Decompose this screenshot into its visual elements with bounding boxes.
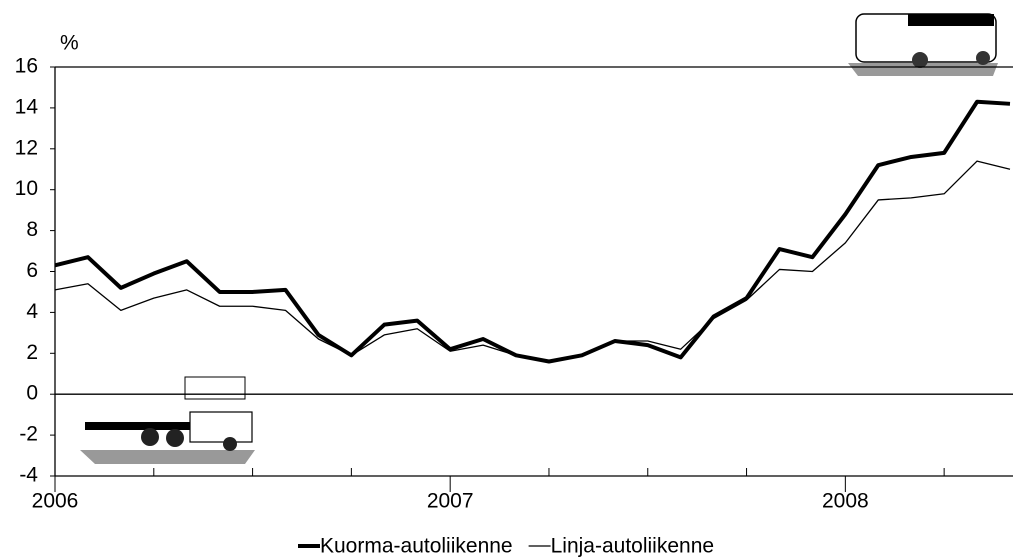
y-tick-label: 8 [26,218,38,241]
x-tick-label: 2006 [32,490,79,513]
y-tick-label: 0 [26,382,38,405]
y-tick-label: 6 [26,259,38,282]
chart: % -4 -2 0 2 4 6 8 10 12 14 16 2006 2007 2008 Kuorma-au… [0,0,1013,559]
data-line [55,102,1010,362]
y-tick-label: 12 [15,136,38,159]
y-tick-label: 10 [15,177,38,200]
y-tick-label: -2 [19,423,38,446]
data-line [55,161,1010,361]
x-tick-label: 2007 [427,490,474,513]
truck-icon [80,377,255,464]
y-unit: % [60,32,79,55]
y-tick-label: 4 [26,300,38,323]
y-tick-label: -4 [19,464,38,487]
x-tick-label: 2008 [822,490,869,513]
y-tick-label: 14 [15,95,39,118]
legend-label: Kuorma-autoliikenne [320,535,513,558]
y-tick-label: 16 [15,55,38,78]
y-tick-label: 2 [26,341,38,364]
legend-label: Linja-autoliikenne [551,535,714,558]
